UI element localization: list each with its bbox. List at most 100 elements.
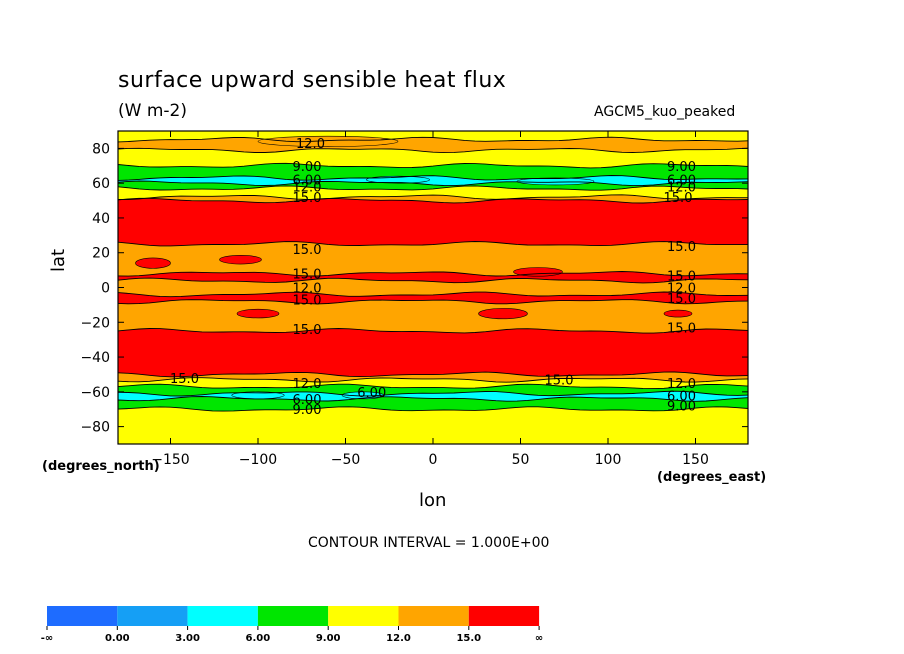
y-axis-units-note: (degrees_north) <box>42 459 160 474</box>
contour-label: 15.0 <box>293 294 322 309</box>
contour-label: 15.0 <box>667 269 696 284</box>
x-axis-units-note: (degrees_east) <box>657 470 767 485</box>
contour-label: 6.00 <box>667 389 696 404</box>
contour-band <box>118 372 748 383</box>
contour-band <box>118 384 748 396</box>
contour-line <box>117 175 749 181</box>
contour-line <box>117 180 749 187</box>
contour-label: 12.0 <box>293 282 322 297</box>
contour-band <box>118 406 748 444</box>
units-label: (W m-2) <box>118 101 187 121</box>
y-tick-label: 0 <box>101 281 110 297</box>
contour-label: 15.0 <box>667 321 696 336</box>
colorbar-label: 6.00 <box>246 633 271 644</box>
colorbar-swatch <box>398 606 469 626</box>
contour-line <box>117 371 749 378</box>
contour-line <box>117 406 749 412</box>
contour-label: 9.00 <box>667 160 696 175</box>
contour-line <box>117 299 749 305</box>
y-tick-label: 40 <box>92 211 110 227</box>
colorbar-swatch <box>468 606 540 626</box>
contour-label: 12.0 <box>667 282 696 297</box>
contour-line <box>117 271 749 277</box>
contour-label: 9.00 <box>293 403 322 418</box>
contour-label: 12.0 <box>667 377 696 392</box>
contour-label: 12.0 <box>293 181 322 196</box>
contour-label: 15.0 <box>667 292 696 307</box>
contour-label: 6.00 <box>293 174 322 189</box>
colorbar-swatch <box>117 606 188 626</box>
contour-line <box>117 390 749 397</box>
contour-line <box>117 291 749 298</box>
contour-label: 9.00 <box>667 400 696 415</box>
colorbar-label: -∞ <box>41 633 53 644</box>
y-tick-label: −60 <box>80 385 110 401</box>
contour-line <box>117 185 749 191</box>
x-tick-label: 150 <box>682 452 709 468</box>
contour-line <box>117 377 749 383</box>
contour-line <box>117 136 749 143</box>
contour-band <box>118 175 748 186</box>
contour-label: 15.0 <box>170 372 199 387</box>
colorbar-label: 9.00 <box>316 633 341 644</box>
contour-label: 15.0 <box>664 191 693 206</box>
x-axis-label: lon <box>419 490 447 511</box>
contour-blob <box>257 135 399 147</box>
contour-label: 15.0 <box>667 240 696 255</box>
colorbar-swatch <box>47 606 118 626</box>
contour-label: 6.00 <box>357 386 386 401</box>
y-axis-label: lat <box>48 248 69 272</box>
contour-band <box>118 241 748 277</box>
colorbar-label: 3.00 <box>175 633 200 644</box>
contour-line <box>117 277 749 284</box>
contour-blob <box>236 308 280 319</box>
contour-line <box>117 147 749 154</box>
contour-label: 15.0 <box>293 268 322 283</box>
contour-line <box>117 197 749 204</box>
contour-label: 12.0 <box>293 377 322 392</box>
contour-label: 15.0 <box>545 374 574 389</box>
contour-band <box>118 163 748 181</box>
contour-line <box>117 162 749 169</box>
filled-contour-bands <box>118 131 748 444</box>
contour-blob <box>135 257 171 269</box>
contour-label: 15.0 <box>293 323 322 338</box>
contour-blob <box>663 309 693 318</box>
contour-band <box>118 181 748 191</box>
contour-band <box>118 396 748 412</box>
y-tick-label: 80 <box>92 141 110 157</box>
contour-blobs <box>135 135 693 400</box>
contour-band <box>118 328 748 377</box>
x-tick-label: −150 <box>151 452 189 468</box>
colorbar-label: ∞ <box>535 633 543 644</box>
colorbar: -∞ 0.00 3.00 6.00 9.00 12.0 15.0 ∞ <box>41 606 543 644</box>
colorbar-swatch <box>328 606 399 626</box>
contour-band <box>118 194 748 203</box>
contour-band <box>118 198 748 246</box>
colorbar-label: 12.0 <box>386 633 411 644</box>
x-tick-label: 100 <box>595 452 622 468</box>
contour-line <box>117 328 749 334</box>
y-tick-label: 20 <box>92 246 110 262</box>
y-tick-label: 60 <box>92 176 110 192</box>
contour-line <box>117 241 748 247</box>
contour-line <box>118 194 748 200</box>
x-tick-label: 0 <box>429 452 438 468</box>
contour-label: 12.0 <box>296 137 325 152</box>
contour-blob <box>478 308 528 320</box>
x-tick-label: −100 <box>239 452 277 468</box>
contour-label: 15.0 <box>293 191 322 206</box>
contour-label: 9.00 <box>293 160 322 175</box>
x-axis-ticks: −150 −100 −50 0 50 100 150 <box>151 131 709 468</box>
contour-lines <box>117 136 749 412</box>
x-tick-label: −50 <box>331 452 361 468</box>
colorbar-label: 15.0 <box>456 633 481 644</box>
colorbar-swatch <box>187 606 258 626</box>
chart-title: surface upward sensible heat flux <box>118 68 507 93</box>
contour-line <box>117 383 749 390</box>
y-tick-label: −20 <box>80 315 110 331</box>
contour-label: 6.00 <box>667 174 696 189</box>
colorbar-swatch <box>257 606 329 626</box>
